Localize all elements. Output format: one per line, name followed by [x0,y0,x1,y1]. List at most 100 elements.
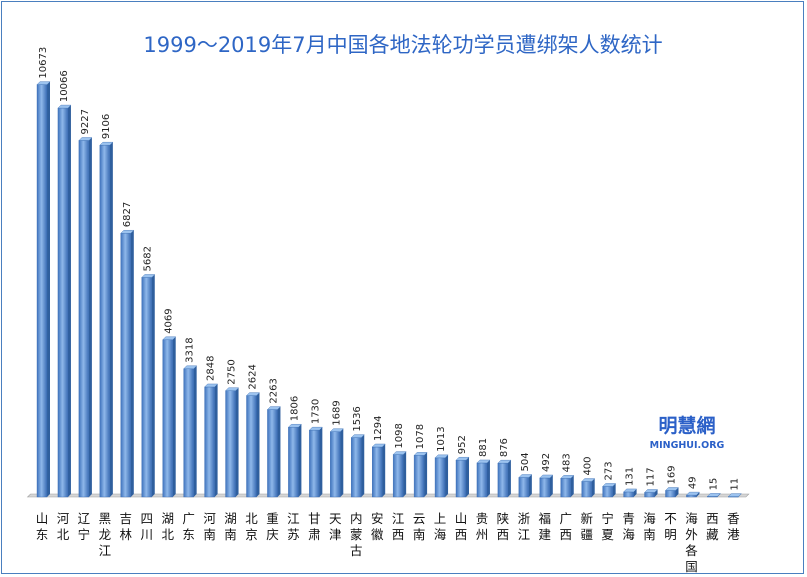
category-label: 天津 [329,511,342,542]
bar-value-label: 3318 [185,337,196,362]
bar-top-face [518,474,533,478]
bar-side-face [67,105,71,497]
bar [78,137,93,498]
category-label: 青海 [622,511,635,542]
bar-value-label: 6827 [122,202,133,227]
category-label: 江西 [392,511,405,542]
bar-front-face [560,478,571,498]
bar-top-face [706,493,721,497]
bar-front-face [372,446,383,498]
bars-layer [36,81,742,498]
bar-top-face [685,491,700,496]
category-label: 江苏 [287,511,300,542]
category-label: 吉林 [120,511,133,542]
bar-value-label: 1536 [352,406,363,431]
bar-value-label: 169 [667,465,678,484]
bar-value-label: 10066 [59,70,70,102]
bar-value-label: 49 [687,476,698,489]
bar-value-label: 483 [562,453,573,472]
category-label: 湖北 [161,511,174,542]
bar-value-label: 5682 [143,246,154,271]
bar [287,424,302,498]
logo-url: MINGHUI.ORG [650,440,725,451]
bar-side-face [361,434,365,497]
bar [644,489,659,498]
bar-front-face [413,455,425,498]
bar-front-face [246,395,257,498]
category-label: 河北 [57,511,70,542]
category-label: 海南 [643,511,656,542]
bar-side-face [612,483,616,497]
bar-value-label: 117 [646,467,657,486]
category-label: 山西 [455,511,468,542]
bar-value-label: 1098 [394,423,405,448]
bar-front-face [309,429,320,498]
bar-front-face [57,107,69,498]
bar [476,459,491,498]
bar [602,483,617,498]
category-label: 陕西 [497,511,510,542]
bar-side-face [382,444,386,497]
bar-top-face [287,424,302,428]
bar-front-face [434,457,446,498]
bar-value-label: 4069 [164,308,175,333]
bar-side-face [633,488,637,497]
bar-top-face [476,459,491,464]
bar-top-face [36,81,51,85]
bar-side-face [507,460,511,497]
category-label: 不明 [664,511,677,542]
bar-top-face [539,474,554,479]
bar-front-face [455,460,467,498]
bar-value-label: 1730 [310,399,321,424]
bar-side-face [298,424,302,497]
bar [350,434,365,498]
bar-front-face [392,454,404,498]
bar-top-face [727,493,742,497]
bar [225,387,240,498]
bar-side-face [109,142,113,497]
bar-value-label: 9106 [101,114,112,139]
bar-value-label: 2263 [268,378,279,403]
bar [665,487,679,498]
bar-front-face [99,144,111,498]
axis-layer [26,493,750,498]
bar-front-face [162,339,173,498]
category-label: 甘肃 [308,511,321,542]
bar-front-face [686,494,697,498]
bar-front-face [476,462,488,498]
category-label: 上海 [434,511,447,542]
bar-top-face [581,478,596,482]
bar-side-face [319,427,323,497]
bar-front-face [539,477,550,498]
category-labels-layer: 山东河北辽宁黑龙江吉林四川湖北广东河南湖南北京重庆江苏甘肃天津内蒙古安徽江西云南… [36,511,740,574]
bar-top-face [497,459,512,464]
bar-side-face [466,457,469,497]
value-labels-layer: 10673 10066 9227 9106 6827 5682 4069 3318 2848 27… [38,47,740,491]
bar-value-label: 952 [457,435,468,454]
minghui-logo: 明慧網 MINGHUI.ORG [650,414,725,451]
bar-side-face [193,365,197,497]
bar-front-face [351,437,362,498]
bar-top-face [350,434,365,438]
bar [246,392,260,498]
bar-top-face [120,230,135,234]
bar [57,104,72,498]
bar-top-face [560,475,575,479]
bar-top-face [413,452,428,456]
category-label: 湖南 [224,511,237,542]
bar-top-face [371,443,386,448]
category-label: 广东 [182,511,195,542]
bar-value-label: 9227 [80,109,91,134]
bar-front-face [518,477,530,498]
bar-top-face [644,489,659,493]
bar-top-face [78,137,93,141]
bar-side-face [549,474,553,497]
bar-top-face [308,426,323,431]
bar-value-label: 15 [708,478,719,491]
bar-front-face [225,390,236,498]
bar-value-label: 504 [520,452,531,471]
bar [539,474,554,498]
category-label: 西藏 [706,511,719,542]
